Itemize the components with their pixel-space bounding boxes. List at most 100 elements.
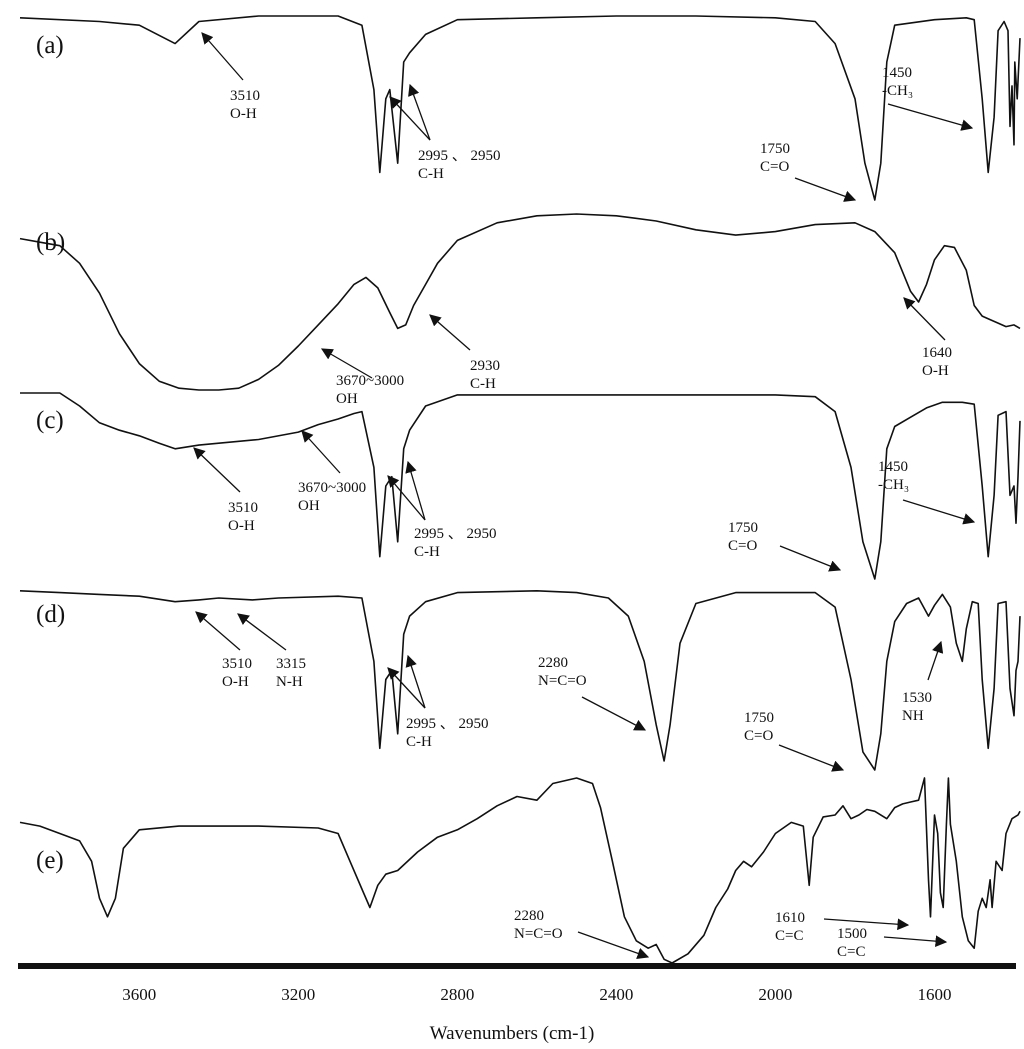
peak-assignment-label: C=O bbox=[760, 159, 789, 175]
panel-labels: (a) (b) (c) (d) (e) bbox=[36, 32, 65, 874]
peak-wavenumber-label: 2930 bbox=[470, 358, 500, 374]
peak-annotation: 3315 N-H bbox=[237, 613, 306, 690]
peak-assignment-label: C=C bbox=[837, 944, 865, 960]
peak-wavenumber-label: 2995 、 2950 bbox=[414, 526, 497, 542]
peak-annotation: 3510 O-H bbox=[201, 32, 260, 122]
peak-arrow bbox=[387, 475, 426, 521]
spectrum-line-1 bbox=[19, 15, 1021, 201]
peak-arrow bbox=[429, 314, 471, 351]
peak-annotation: 2995 、 2950 C-H bbox=[389, 83, 501, 182]
peak-annotation: 1750 C=O bbox=[760, 141, 857, 202]
peak-annotation: 3670~3000 OH bbox=[298, 430, 366, 514]
peak-arrow bbox=[581, 696, 647, 731]
peak-arrow bbox=[320, 348, 373, 379]
peak-assignment-label: C-H bbox=[470, 376, 496, 392]
peak-annotation: 1610 C=C bbox=[775, 910, 910, 944]
peak-annotations: 3510 O-H 2995 、 2950 C-H 1750 C=O 1450 -CH₃ 3670… bbox=[193, 32, 976, 960]
peak-annotation: 1530 NH bbox=[902, 640, 944, 724]
peak-assignment-label: N-H bbox=[276, 674, 303, 690]
peak-arrow bbox=[823, 918, 910, 931]
x-tick-label: 2400 bbox=[599, 985, 633, 1004]
peak-assignment-label: O-H bbox=[230, 106, 257, 122]
peak-arrow bbox=[883, 935, 948, 947]
x-tick-label: 3200 bbox=[281, 985, 315, 1004]
x-axis-title: Wavenumbers (cm-1) bbox=[430, 1023, 595, 1044]
peak-wavenumber-label: 1450 bbox=[878, 459, 908, 475]
peak-assignment-label: C=O bbox=[744, 728, 773, 744]
peak-assignment-label: C-H bbox=[418, 166, 444, 182]
x-axis: 3600 3200 2800 2400 2000 1600 Wavenumbers (cm-… bbox=[18, 963, 1016, 1044]
peak-assignment-label: -CH₃ bbox=[878, 477, 909, 493]
peak-wavenumber-label: 1610 bbox=[775, 910, 805, 926]
peak-arrow bbox=[387, 667, 426, 709]
peak-arrow bbox=[902, 499, 976, 525]
spectrum-line-4 bbox=[19, 590, 1021, 771]
peak-assignment-label: N=C=O bbox=[514, 926, 563, 942]
peak-arrow bbox=[408, 83, 431, 141]
peak-wavenumber-label: 2280 bbox=[538, 655, 568, 671]
peak-arrow bbox=[195, 611, 241, 651]
peak-arrow bbox=[237, 613, 287, 651]
peak-annotation: 2930 C-H bbox=[429, 314, 500, 392]
peak-arrow bbox=[887, 103, 974, 131]
spectra-traces bbox=[19, 15, 1021, 964]
peak-arrow bbox=[778, 744, 845, 772]
peak-annotation: 2280 N=C=O bbox=[514, 908, 650, 959]
peak-annotation: 2995 、 2950 C-H bbox=[387, 654, 489, 750]
x-tick-label: 2000 bbox=[758, 985, 792, 1004]
peak-wavenumber-label: 1500 bbox=[837, 926, 867, 942]
spectrum-line-3 bbox=[20, 392, 1021, 580]
peak-arrow bbox=[301, 430, 341, 474]
peak-annotation: 1750 C=O bbox=[744, 710, 845, 772]
peak-wavenumber-label: 3670~3000 bbox=[298, 480, 366, 496]
peak-arrow bbox=[405, 654, 426, 709]
peak-assignment-label: C=O bbox=[728, 538, 757, 554]
panel-label-4: (d) bbox=[36, 601, 65, 628]
peak-arrow bbox=[577, 931, 650, 959]
panel-label-1: (a) bbox=[36, 32, 64, 59]
peak-wavenumber-label: 2995 、 2950 bbox=[418, 148, 501, 164]
panel-label-3: (c) bbox=[36, 407, 64, 434]
peak-wavenumber-label: 1640 bbox=[922, 345, 952, 361]
peak-assignment-label: O-H bbox=[228, 518, 255, 534]
peak-assignment-label: NH bbox=[902, 708, 924, 724]
peak-assignment-label: C-H bbox=[406, 734, 432, 750]
peak-assignment-label: O-H bbox=[222, 674, 249, 690]
peak-assignment-label: OH bbox=[336, 391, 358, 407]
x-tick-label: 1600 bbox=[918, 985, 952, 1004]
x-tick-label: 2800 bbox=[440, 985, 474, 1004]
peak-annotation: 3670~3000 OH bbox=[320, 348, 404, 407]
peak-annotation: 1450 -CH₃ bbox=[878, 459, 976, 525]
peak-annotation: 1450 -CH₃ bbox=[882, 65, 974, 131]
peak-wavenumber-label: 3510 bbox=[228, 500, 258, 516]
peak-assignment-label: -CH₃ bbox=[882, 83, 913, 99]
peak-wavenumber-label: 3670~3000 bbox=[336, 373, 404, 389]
peak-wavenumber-label: 3315 bbox=[276, 656, 306, 672]
panel-label-2: (b) bbox=[36, 229, 65, 256]
peak-annotation: 1750 C=O bbox=[728, 520, 842, 572]
peak-wavenumber-label: 1750 bbox=[728, 520, 758, 536]
peak-wavenumber-label: 1450 bbox=[882, 65, 912, 81]
peak-wavenumber-label: 1750 bbox=[744, 710, 774, 726]
peak-wavenumber-label: 3510 bbox=[222, 656, 252, 672]
peak-arrow bbox=[927, 640, 944, 681]
spectrum-line-2 bbox=[19, 213, 1021, 391]
peak-annotation: 2280 N=C=O bbox=[538, 655, 647, 731]
panel-label-5: (e) bbox=[36, 847, 64, 874]
spectrum-line-5 bbox=[19, 777, 1021, 964]
peak-assignment-label: N=C=O bbox=[538, 673, 587, 689]
peak-arrow bbox=[389, 96, 431, 141]
peak-annotation: 2995 、 2950 C-H bbox=[387, 460, 497, 560]
peak-annotation: 1500 C=C bbox=[837, 926, 948, 960]
peak-arrow bbox=[779, 545, 842, 572]
x-axis-line bbox=[18, 963, 1016, 969]
peak-assignment-label: OH bbox=[298, 498, 320, 514]
peak-assignment-label: C-H bbox=[414, 544, 440, 560]
peak-arrow bbox=[903, 297, 946, 341]
peak-wavenumber-label: 2995 、 2950 bbox=[406, 716, 489, 732]
peak-wavenumber-label: 1750 bbox=[760, 141, 790, 157]
x-tick-label: 3600 bbox=[122, 985, 156, 1004]
peak-arrow bbox=[794, 177, 857, 202]
peak-assignment-label: O-H bbox=[922, 363, 949, 379]
